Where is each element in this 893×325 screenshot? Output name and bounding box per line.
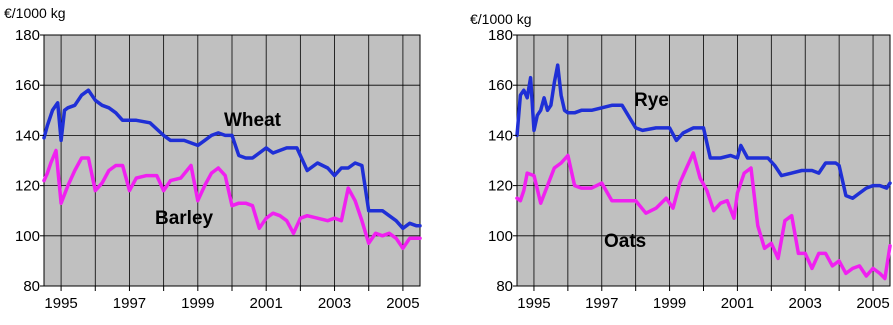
y-tick-label: 80 — [23, 278, 40, 295]
y-tick-label: 80 — [496, 278, 513, 295]
y-tick-label: 120 — [488, 178, 513, 195]
x-tick-label: 2005 — [856, 295, 889, 312]
y-tick-label: 100 — [488, 228, 513, 245]
x-tick-label: 2003 — [789, 295, 822, 312]
series-label-barley: Barley — [155, 208, 214, 229]
y-tick-label: 160 — [488, 77, 513, 94]
x-tick-label: 2005 — [386, 295, 419, 312]
series-label-rye: Rye — [634, 90, 669, 111]
x-tick-label: 2001 — [249, 295, 282, 312]
series-label-wheat: Wheat — [224, 110, 282, 131]
y-tick-label: 120 — [15, 178, 40, 195]
y-unit-label: €/1000 kg — [470, 11, 532, 27]
chart-rye-oats: €/1000 kg 80 100 120 140 160 180 1995 1997 1999 2… — [470, 11, 890, 312]
x-tick-label: 1999 — [653, 295, 686, 312]
x-tick-label: 2001 — [721, 295, 754, 312]
y-tick-label: 140 — [488, 127, 513, 144]
chart-wheat-barley: €/1000 kg 80 100 120 140 160 180 1995 1997 1999 2… — [4, 5, 420, 312]
y-unit-label: €/1000 kg — [4, 5, 66, 21]
x-tick-label: 1999 — [181, 295, 214, 312]
y-tick-label: 140 — [15, 127, 40, 144]
y-tick-label: 100 — [15, 228, 40, 245]
y-tick-label: 160 — [15, 77, 40, 94]
y-tick-label: 180 — [488, 27, 513, 44]
x-tick-label: 2003 — [318, 295, 351, 312]
x-tick-label: 1997 — [585, 295, 618, 312]
y-tick-label: 180 — [15, 27, 40, 44]
x-tick-label: 1995 — [517, 295, 550, 312]
x-tick-label: 1995 — [44, 295, 77, 312]
series-label-oats: Oats — [604, 231, 646, 252]
x-tick-label: 1997 — [113, 295, 146, 312]
